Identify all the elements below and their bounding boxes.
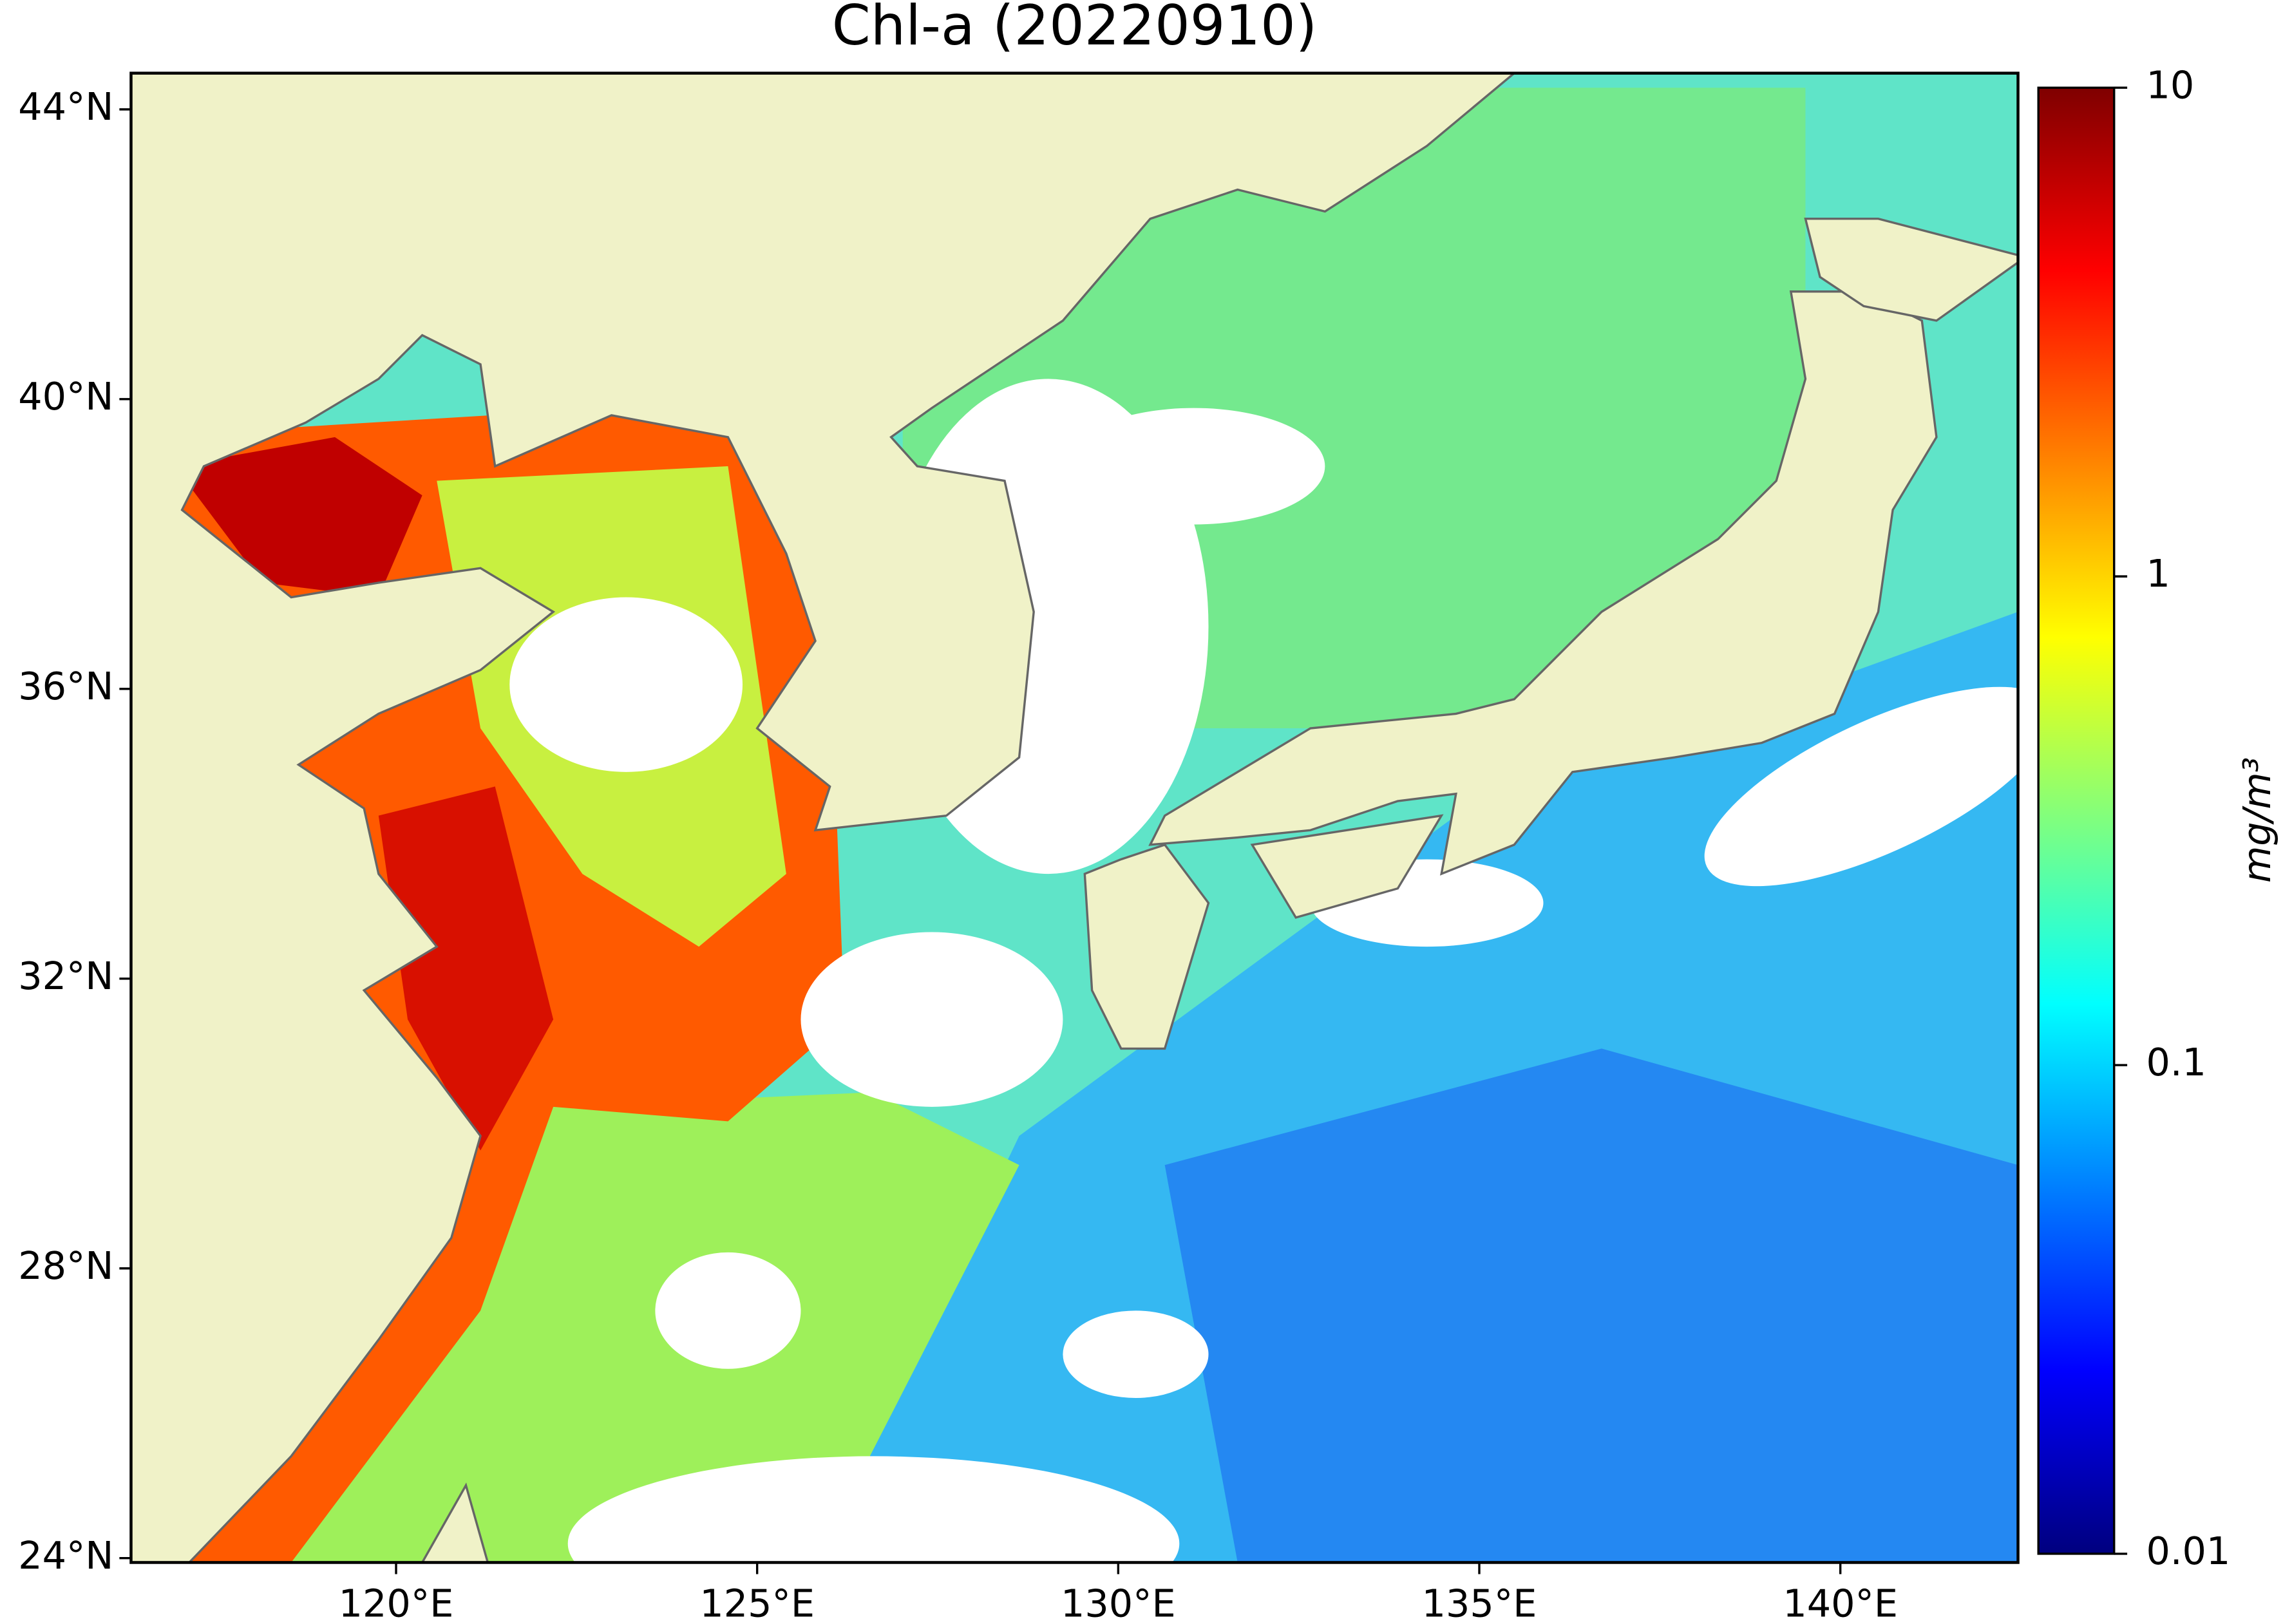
shikoku bbox=[1250, 814, 1444, 919]
x-tick-label: 125°E bbox=[699, 1581, 815, 1624]
map bbox=[131, 73, 2018, 1563]
pacific-deep bbox=[1164, 1048, 2018, 1563]
colorbar-tick-label: 0.1 bbox=[2146, 1040, 2206, 1084]
x-tick-label: 130°E bbox=[1061, 1581, 1176, 1624]
x-tick-label: 140°E bbox=[1783, 1581, 1898, 1624]
y-tick-label: 40°N bbox=[18, 374, 113, 419]
kyushu bbox=[1083, 843, 1210, 1050]
y-tick-label: 44°N bbox=[18, 84, 113, 129]
hokkaido bbox=[1804, 218, 2018, 322]
y-tick-label: 28°N bbox=[18, 1243, 113, 1288]
yangtze-bloom bbox=[378, 786, 554, 1151]
bohai-bloom bbox=[175, 437, 422, 598]
plot-frame bbox=[129, 71, 2020, 1564]
east-china-sea bbox=[291, 1092, 1019, 1563]
mainland bbox=[131, 73, 1516, 1563]
x-tick-label: 120°E bbox=[339, 1581, 454, 1624]
colorbar-label: mg/m³ bbox=[2235, 757, 2279, 883]
colorbar-tick-label: 1 bbox=[2146, 551, 2170, 596]
colorbar-tick-label: 0.01 bbox=[2146, 1529, 2230, 1573]
honshu bbox=[1148, 290, 1938, 876]
x-tick-label: 135°E bbox=[1422, 1581, 1537, 1624]
taiwan bbox=[421, 1482, 489, 1563]
y-tick-label: 32°N bbox=[18, 954, 113, 998]
colorbar bbox=[2037, 86, 2116, 1555]
y-tick-label: 36°N bbox=[18, 664, 113, 708]
y-tick-label: 24°N bbox=[18, 1533, 113, 1578]
colorbar-tick-label: 10 bbox=[2146, 62, 2194, 107]
chart-title: Chl-a (20220910) bbox=[832, 0, 1318, 58]
